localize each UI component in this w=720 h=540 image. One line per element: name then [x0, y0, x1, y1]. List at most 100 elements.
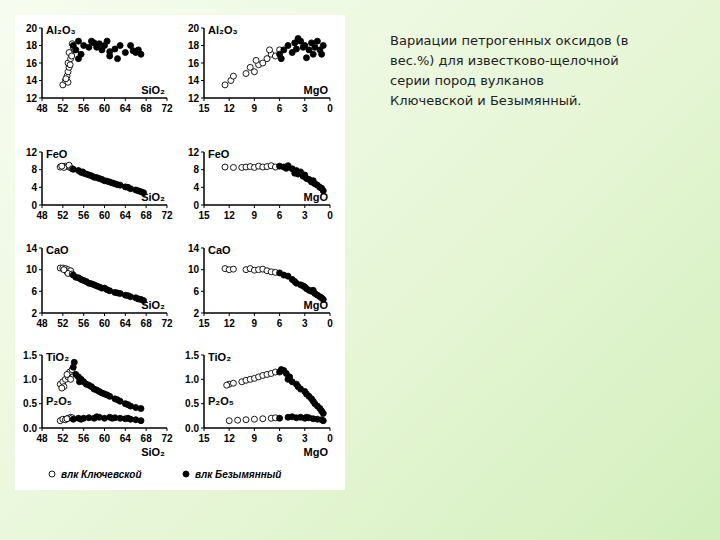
y-tick	[201, 269, 204, 270]
point	[230, 164, 236, 170]
point	[73, 47, 79, 53]
point	[320, 43, 326, 49]
x-label: MgO	[304, 446, 329, 458]
point	[80, 169, 86, 175]
y-tick-label: 10	[26, 264, 38, 275]
x-tick-label: 9	[252, 318, 258, 329]
x-label: SiO₂	[141, 84, 165, 96]
point	[75, 56, 81, 62]
y-tick	[201, 28, 204, 29]
y-axis	[41, 152, 43, 205]
panel: 151296300.00.51.01.5TiO₂P₂O₅MgO	[185, 350, 333, 459]
point	[141, 190, 147, 196]
point	[94, 414, 100, 420]
point	[78, 416, 84, 422]
points	[57, 359, 144, 423]
y-tick	[201, 98, 204, 99]
y-tick-label: 4	[193, 182, 199, 193]
panel: 485256606468720.00.51.01.5TiO₂P₂O₅SiO₂	[23, 350, 173, 459]
legend-marker	[49, 471, 55, 477]
y-tick-label: 20	[188, 23, 200, 34]
point	[303, 414, 309, 420]
x-tick-label: 68	[141, 318, 153, 329]
x-tick	[254, 428, 255, 431]
x-tick	[330, 428, 331, 431]
legend-marker	[183, 471, 189, 477]
point	[69, 53, 75, 59]
y-axis	[203, 248, 205, 313]
y-tick	[39, 248, 42, 249]
y-tick-label: 18	[188, 40, 200, 51]
x-tick-label: 52	[57, 433, 69, 444]
y-tick-label: 2	[193, 308, 199, 319]
x-tick-label: 15	[198, 103, 210, 114]
y-tick-label: 2	[31, 308, 37, 319]
x-tick	[146, 205, 147, 208]
point	[283, 165, 289, 171]
point	[277, 415, 283, 421]
point	[75, 38, 81, 44]
x-tick	[279, 428, 280, 431]
x-tick	[83, 205, 84, 208]
point	[267, 47, 273, 53]
x-tick	[146, 98, 147, 101]
y-tick	[201, 379, 204, 380]
x-tick	[104, 313, 105, 316]
point	[320, 188, 326, 194]
y-tick-label: 1.5	[23, 350, 37, 361]
x-tick-label: 56	[78, 433, 90, 444]
y-tick-label: 8	[193, 164, 199, 175]
x-tick-label: 56	[78, 318, 90, 329]
x-axis	[204, 312, 330, 314]
y-tick-label: 6	[193, 286, 199, 297]
x-tick	[83, 428, 84, 431]
y-tick	[39, 313, 42, 314]
x-tick	[167, 313, 168, 316]
panel: 48525660646872261014CaOSiO₂	[26, 243, 173, 330]
x-label: MgO	[304, 84, 329, 96]
y-label: CaO	[46, 244, 69, 256]
y-tick	[201, 355, 204, 356]
x-tick-label: 52	[57, 318, 69, 329]
image-panel	[15, 15, 345, 490]
x-tick-label: 56	[78, 103, 90, 114]
y-tick-label: 4	[31, 182, 37, 193]
point	[251, 416, 257, 422]
y-tick-label: 14	[188, 243, 200, 254]
x-tick-label: 12	[224, 318, 236, 329]
point	[68, 376, 74, 382]
x-tick-label: 72	[161, 433, 173, 444]
y-tick	[201, 205, 204, 206]
x-tick-label: 64	[120, 433, 132, 444]
y-tick	[39, 269, 42, 270]
points	[222, 266, 326, 303]
y-tick	[39, 428, 42, 429]
x-tick	[125, 98, 126, 101]
panel: 15129630261014CaOMgO	[188, 243, 333, 330]
y-label: FeO	[208, 148, 230, 160]
y-tick-label: 12	[188, 93, 200, 104]
y-tick	[201, 428, 204, 429]
point	[251, 69, 257, 75]
y-tick	[39, 355, 42, 356]
x-tick-label: 68	[141, 210, 153, 221]
panel: 485256606468721214161820Al₂O₃SiO₂	[26, 23, 173, 115]
point	[293, 46, 299, 52]
point	[292, 170, 298, 176]
x-tick-label: 15	[198, 210, 210, 221]
y-tick	[201, 152, 204, 153]
x-tick	[229, 98, 230, 101]
point	[243, 417, 249, 423]
x-tick	[104, 98, 105, 101]
point	[59, 385, 65, 391]
x-tick-label: 12	[224, 210, 236, 221]
y-tick	[39, 187, 42, 188]
x-tick	[279, 205, 280, 208]
y-tick-label: 0	[193, 200, 199, 211]
y-tick	[39, 45, 42, 46]
figure: 485256606468721214161820Al₂O₃SiO₂влк Клю…	[0, 0, 720, 540]
x-tick	[229, 205, 230, 208]
point	[320, 418, 326, 424]
x-tick-label: 6	[277, 318, 283, 329]
point	[67, 62, 73, 68]
